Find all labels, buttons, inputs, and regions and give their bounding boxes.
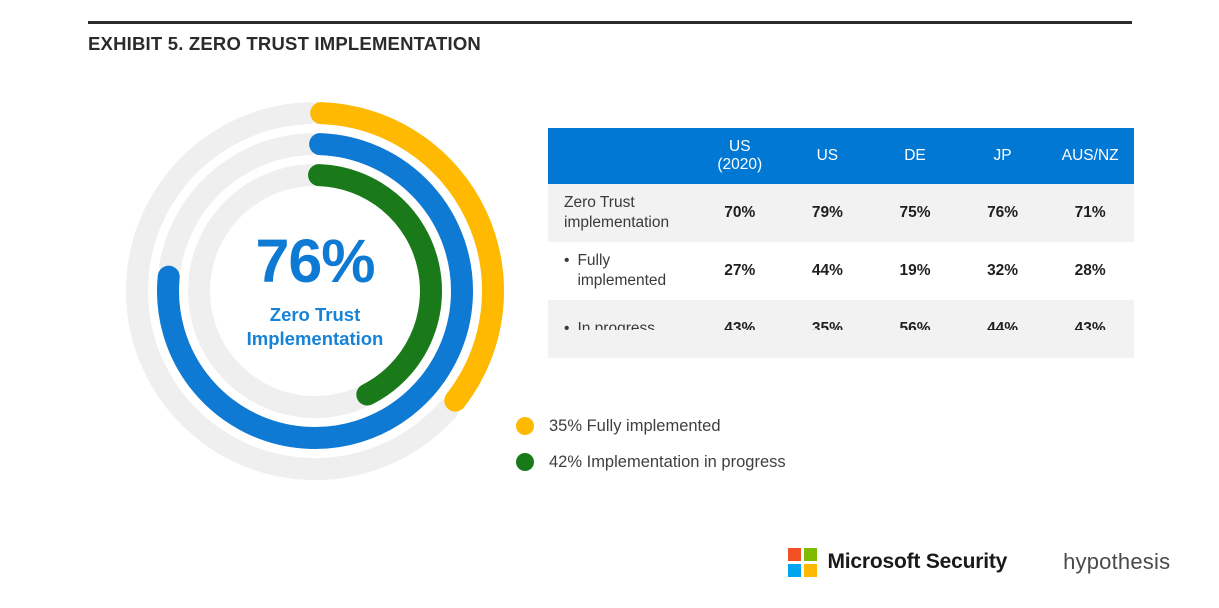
donut-remainder-implementation-in-progress	[188, 164, 371, 418]
legend-item-in-progress: 42% Implementation in progress	[516, 444, 786, 480]
column-header-line2: (2020)	[717, 156, 763, 173]
table-cell-value: 76%	[958, 184, 1047, 242]
microsoft-logo-square-4	[803, 563, 817, 577]
legend-swatch-icon	[516, 417, 534, 435]
footer-branding: Microsoft Security hypothesis	[788, 548, 1170, 577]
donut-remainder-fully-implemented	[126, 102, 459, 480]
donut-arc-fully-implemented	[310, 102, 504, 412]
column-header-de: DE	[871, 128, 959, 184]
table-cell-value: 71%	[1046, 184, 1134, 242]
donut-arc-zero-trust-implementation	[157, 133, 473, 449]
zero-trust-data-table: US (2020) US DE JP AUS/NZ Zero Trust imp…	[548, 128, 1134, 358]
column-header-line1: US	[729, 137, 751, 155]
zero-trust-donut-chart: 76% Zero Trust Implementation	[122, 98, 508, 484]
table-cell-value: 19%	[871, 242, 959, 300]
donut-arc-implementation-in-progress	[308, 164, 442, 406]
table-cell-value: 70%	[696, 184, 784, 242]
table-corner-cell	[548, 128, 696, 184]
table-row: • Fully implemented 27% 44% 19% 32% 28%	[548, 242, 1134, 300]
legend-item-label: 35% Fully implemented	[549, 416, 721, 435]
column-header-us-2020: US (2020)	[696, 128, 784, 184]
bullet-icon: •	[564, 252, 570, 270]
table-bottom-padding	[548, 330, 1134, 352]
table-cell-value: 32%	[958, 242, 1047, 300]
microsoft-logo-square-3	[788, 563, 801, 577]
hypothesis-wordmark: hypothesis	[1063, 549, 1171, 575]
table-header-row: US (2020) US DE JP AUS/NZ	[548, 128, 1134, 184]
legend-item-fully-implemented: 35% Fully implemented	[516, 408, 786, 444]
header-divider	[88, 21, 1132, 24]
donut-svg	[125, 101, 504, 481]
chart-legend: 35% Fully implemented 42% Implementation…	[516, 408, 786, 480]
microsoft-security-wordmark: Microsoft Security	[827, 550, 1008, 574]
table-row-label: • Fully implemented	[548, 242, 696, 300]
table-cell-value: 75%	[871, 184, 959, 242]
legend-swatch-icon	[516, 453, 534, 471]
page-title: EXHIBIT 5. ZERO TRUST IMPLEMENTATION	[88, 33, 481, 54]
microsoft-logo-square-1	[788, 548, 801, 561]
bullet-icon: •	[564, 320, 570, 338]
table-header: US (2020) US DE JP AUS/NZ	[548, 128, 1134, 184]
table-cell-value: 27%	[696, 242, 784, 300]
donut-remainder-zero-trust-implementation	[159, 133, 321, 278]
table-cell-value: 79%	[783, 184, 872, 242]
table-row-label-text: Fully implemented	[577, 252, 667, 289]
microsoft-logo-square-2	[803, 548, 817, 561]
table-cell-value: 44%	[783, 242, 872, 300]
table-row-label: Zero Trust implementation	[548, 184, 696, 242]
column-header-ausnz: AUS/NZ	[1046, 128, 1134, 184]
table-cell-value: 28%	[1046, 242, 1134, 300]
column-header-us: US	[783, 128, 872, 184]
column-header-jp: JP	[958, 128, 1047, 184]
table-body: Zero Trust implementation 70% 79% 75% 76% 71%…	[548, 184, 1134, 358]
microsoft-logo-icon	[788, 548, 817, 577]
legend-item-label: 42% Implementation in progress	[549, 452, 786, 471]
table-row: Zero Trust implementation 70% 79% 75% 76% 71%	[548, 184, 1134, 242]
